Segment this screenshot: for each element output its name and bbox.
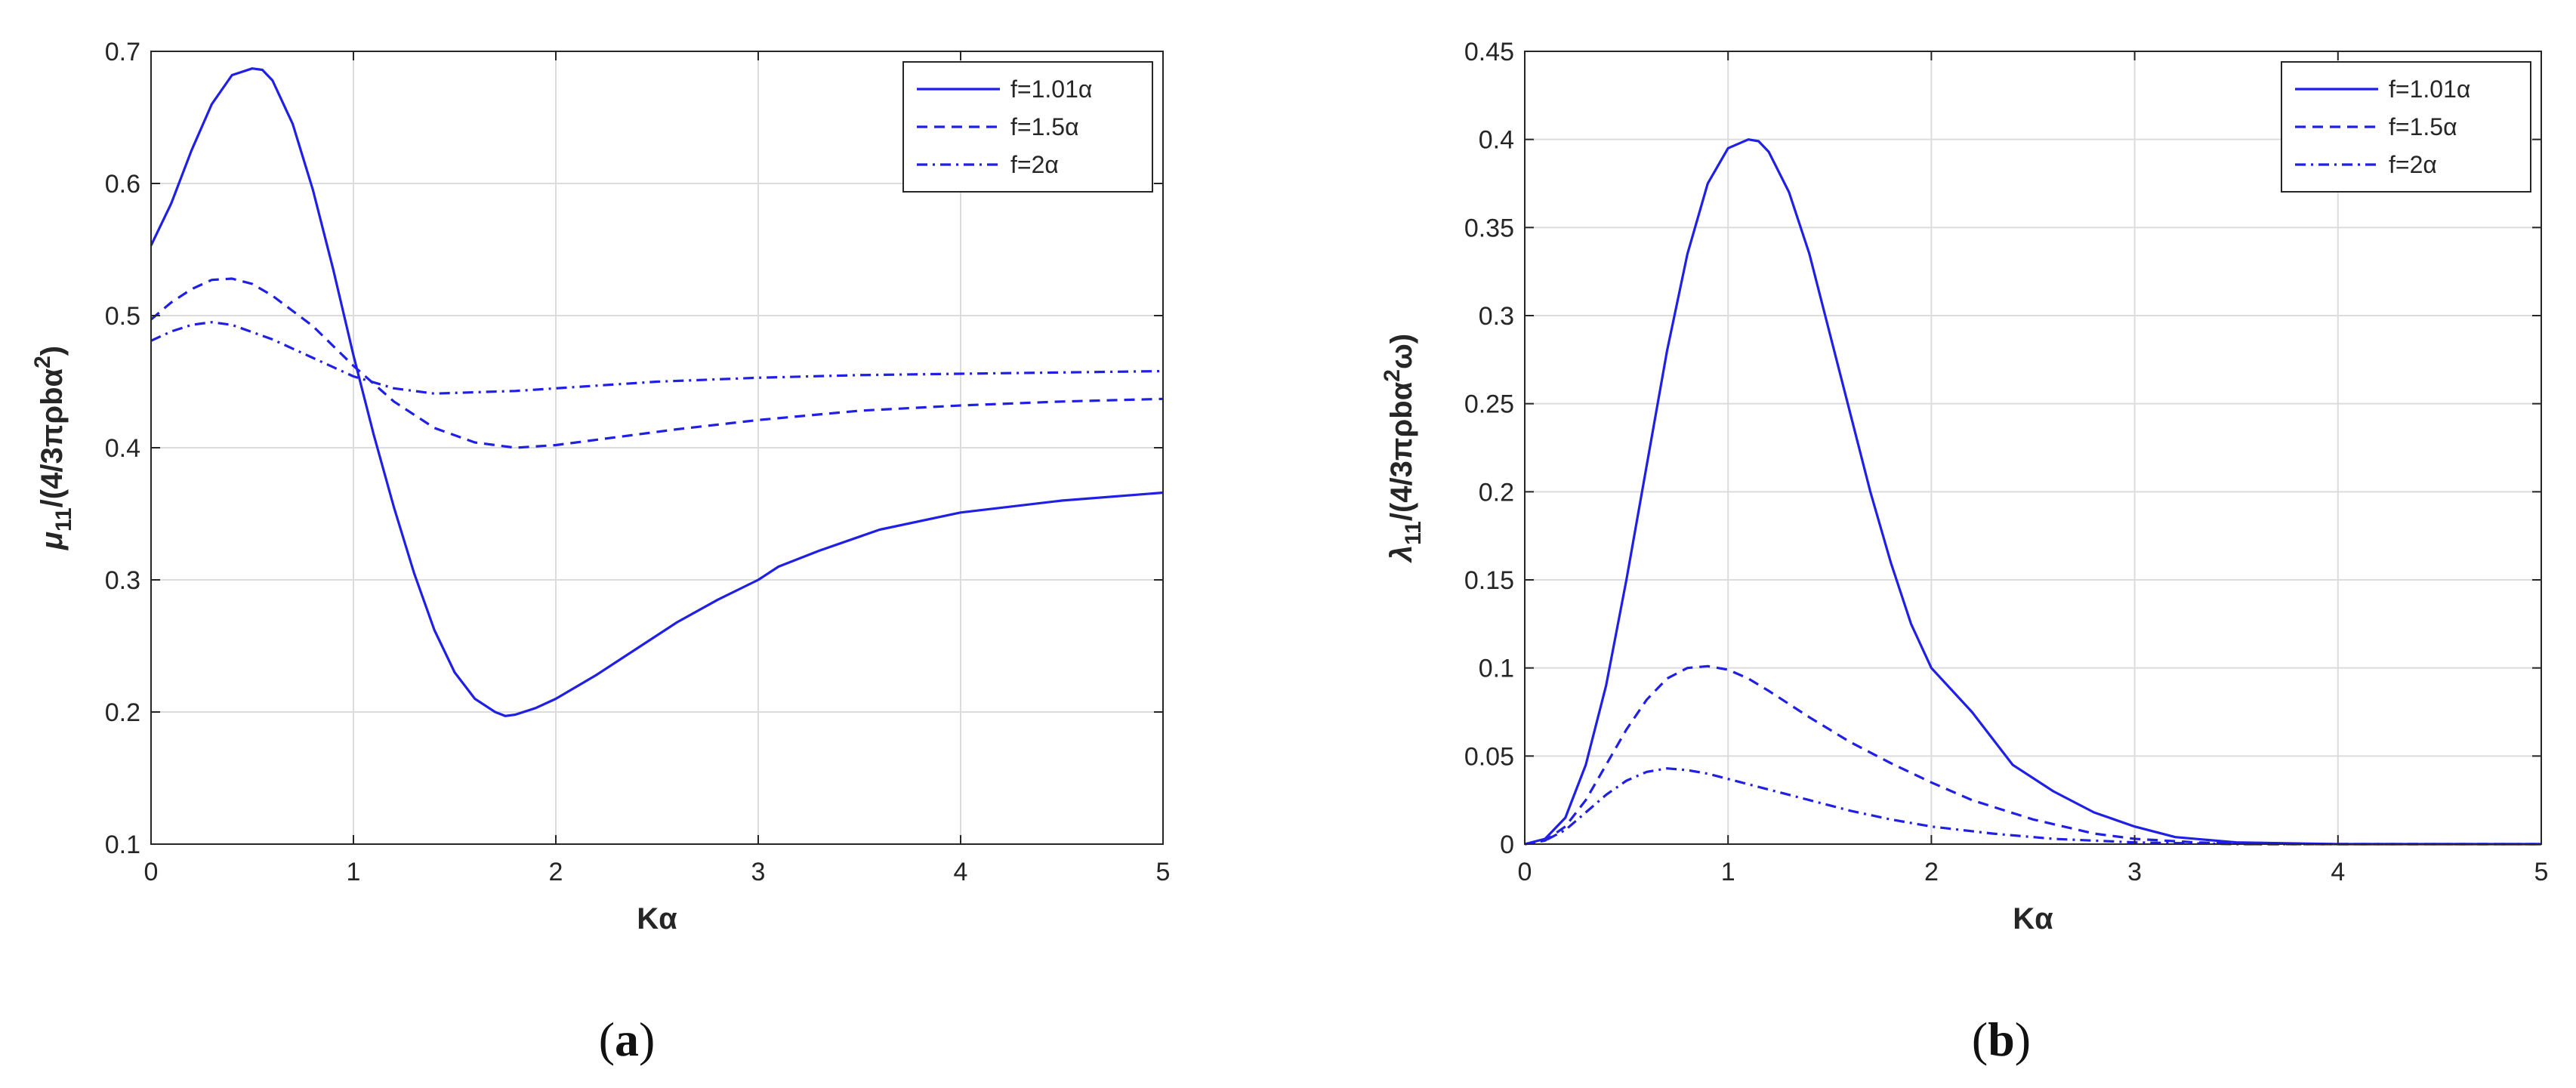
x-tick-label: 4 — [2331, 858, 2345, 886]
series-line-solid — [150, 67, 1164, 717]
caption-letter: a — [615, 1012, 639, 1066]
y-tick-label: 0.4 — [1479, 126, 1514, 155]
legend: f=1.01α f=1.5α f=2α — [902, 61, 1153, 193]
panel-caption: (b) — [1972, 1012, 2031, 1066]
y-axis-label-rest: /(4/3πρbα — [35, 368, 69, 507]
y-tick-label: 0.1 — [105, 831, 140, 859]
x-tick-label: 2 — [549, 858, 563, 886]
x-tick-label: 1 — [347, 858, 361, 886]
legend: f=1.01α f=1.5α f=2α — [2281, 61, 2531, 193]
x-tick-label: 5 — [2534, 858, 2549, 886]
series-line-solid — [1524, 138, 2541, 846]
chart-a: 0 1 2 3 4 5 0.1 0.2 0.3 0.4 0.5 0.6 0.7 Kα μ11/(4/3πρb… — [30, 38, 1170, 935]
axes-box — [1524, 51, 2542, 845]
y-tick-label: 0.05 — [1464, 742, 1514, 771]
x-tick-label: 2 — [1924, 858, 1939, 886]
caption-open-paren: ( — [599, 1012, 615, 1066]
panel-caption: (a) — [599, 1012, 656, 1066]
y-tick-label: 0.2 — [105, 698, 140, 727]
x-tick-label: 4 — [954, 858, 968, 886]
y-tick-label: 0.2 — [1479, 478, 1514, 507]
series-line-dashed — [150, 277, 1164, 449]
caption-close-paren: ) — [2015, 1012, 2031, 1066]
y-axis-label-main: λ — [1385, 545, 1418, 563]
y-axis-label: μ11/(4/3πρbα2) — [30, 346, 76, 550]
y-tick-label: 0.25 — [1464, 390, 1514, 419]
y-axis-label-rest: /(4/3πρbα — [1385, 381, 1418, 521]
legend-entry: f=1.5α — [2389, 113, 2457, 140]
y-tick-label: 0 — [1500, 831, 1514, 859]
x-tick-label: 1 — [1721, 858, 1735, 886]
y-axis-label-sub: 11 — [1401, 521, 1426, 545]
chart-b: 0 1 2 3 4 5 0 0.05 0.1 0.15 0.2 0.25 0.3 0.35 0.4 0.45 K… — [1380, 38, 2548, 935]
y-tick-label: 0.3 — [105, 566, 140, 595]
y-axis-label: λ11/(4/3πρbα2ω) — [1380, 334, 1426, 563]
y-axis-label-sup: 2 — [1380, 369, 1405, 382]
caption-open-paren: ( — [1972, 1012, 1988, 1066]
x-tick-label: 3 — [751, 858, 766, 886]
y-axis-label-tail: ω) — [1385, 334, 1418, 369]
x-tick-label: 0 — [1518, 858, 1532, 886]
y-axis-label-sup: 2 — [30, 356, 55, 368]
x-axis-label: Kα — [2013, 902, 2053, 935]
x-tick-label: 0 — [144, 858, 159, 886]
y-axis-label-main: μ — [35, 532, 69, 550]
x-tick-label: 3 — [2127, 858, 2142, 886]
caption-close-paren: ) — [639, 1012, 655, 1066]
legend-entry: f=2α — [1010, 151, 1059, 178]
x-tick-label: 5 — [1156, 858, 1171, 886]
legend-entry: f=2α — [2389, 151, 2437, 178]
y-tick-label: 0.6 — [105, 170, 140, 199]
y-tick-label: 0.45 — [1464, 38, 1514, 66]
y-tick-label: 0.5 — [105, 302, 140, 331]
y-tick-label: 0.4 — [105, 434, 140, 463]
y-tick-label: 0.1 — [1479, 655, 1514, 683]
series-line-dashdot — [150, 321, 1164, 395]
x-axis-label: Kα — [637, 902, 677, 935]
y-axis-label-sub: 11 — [51, 507, 76, 532]
y-tick-label: 0.15 — [1464, 566, 1514, 595]
legend-entry: f=1.5α — [1010, 113, 1079, 140]
y-tick-label: 0.35 — [1464, 214, 1514, 242]
legend-entry: f=1.01α — [1010, 76, 1092, 103]
y-tick-label: 0.3 — [1479, 302, 1514, 331]
caption-letter: b — [1988, 1012, 2015, 1066]
y-axis-label-tail: ) — [35, 346, 69, 356]
legend-entry: f=1.01α — [2389, 76, 2470, 103]
y-tick-label: 0.7 — [105, 38, 140, 66]
